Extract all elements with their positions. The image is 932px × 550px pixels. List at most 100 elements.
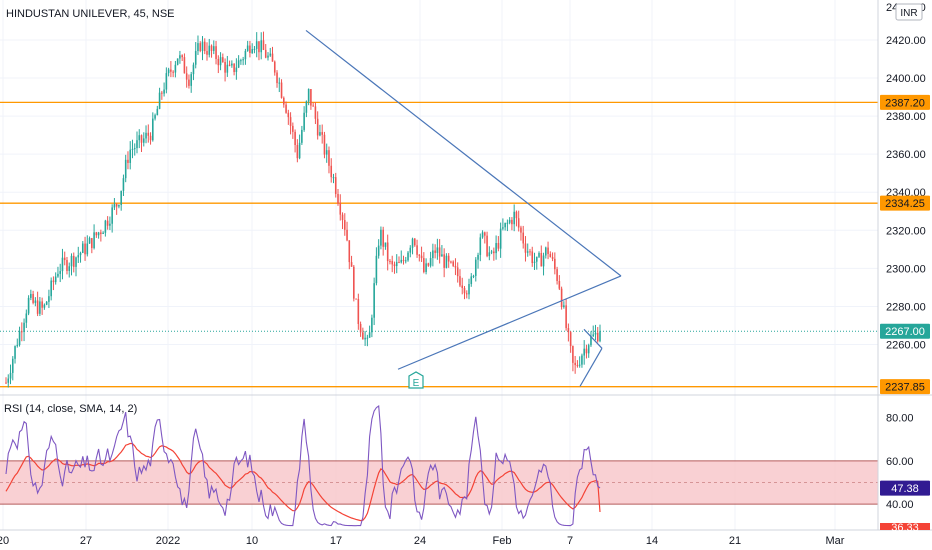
candle-body <box>77 255 80 258</box>
rsi-axis[interactable]: 80.00 60.00 40.00 <box>886 413 914 511</box>
candle-body <box>27 297 30 314</box>
candle-body <box>104 220 107 233</box>
candle-body <box>486 235 488 257</box>
candle-body <box>267 55 269 58</box>
time-axis[interactable]: 20 27 2022 10 17 24 Feb 7 14 21 Mar <box>0 535 845 547</box>
candle-body <box>235 67 238 73</box>
candle-body <box>106 220 109 226</box>
candle-body <box>393 264 396 267</box>
candle-body <box>72 255 75 267</box>
candle-body <box>323 134 326 155</box>
candle-body <box>590 336 592 346</box>
candle-body <box>226 64 229 73</box>
candle-body <box>45 301 48 305</box>
candle-body <box>366 337 369 339</box>
rsi-tick-label: 80.00 <box>886 413 914 425</box>
candle-body <box>181 55 183 58</box>
candle-body <box>18 331 21 345</box>
time-tick-label: 14 <box>646 535 658 547</box>
candle-body <box>124 159 127 179</box>
candle-body <box>212 46 215 51</box>
candle-body <box>176 58 179 65</box>
candle-body <box>242 59 244 61</box>
price-axis[interactable]: 2420.002400.002380.002360.002340.002320.… <box>886 2 926 352</box>
candle-body <box>450 261 452 263</box>
time-tick-label: 7 <box>567 535 573 547</box>
candle-body <box>578 364 581 366</box>
candle-body <box>253 48 256 50</box>
candle-body <box>484 232 486 236</box>
candle-body <box>343 220 346 230</box>
candle-body <box>244 50 247 60</box>
candle-body <box>454 265 457 268</box>
earnings-marker[interactable]: E <box>408 371 424 389</box>
candle-body <box>278 82 281 84</box>
level-price-badge[interactable]: 2387.20 <box>880 94 930 110</box>
trend-line-lower[interactable] <box>397 275 622 370</box>
candle-body <box>565 305 567 329</box>
candle-body <box>301 129 303 143</box>
candle-body <box>395 262 398 267</box>
candle-body <box>217 58 220 66</box>
rsi-value-badge[interactable]: 47.38 <box>880 480 930 496</box>
candle-body <box>434 250 436 253</box>
rsi-tick-label: 40.00 <box>886 499 914 511</box>
candle-body <box>404 260 407 262</box>
candle-body <box>11 358 14 373</box>
candle-body <box>152 118 154 141</box>
small-triangle-lower[interactable] <box>579 348 603 387</box>
time-tick-label: Feb <box>493 535 512 547</box>
candle-body <box>199 43 202 51</box>
candle-body <box>276 72 278 84</box>
rsi-ma-line <box>5 442 601 522</box>
candle-body <box>280 82 283 98</box>
candle-body <box>190 74 193 86</box>
candle-body <box>316 118 319 136</box>
candle-body <box>79 252 82 256</box>
candle-body <box>348 240 351 263</box>
candle-body <box>222 57 224 63</box>
candle-body <box>228 64 231 66</box>
candle-body <box>145 132 147 139</box>
candle-body <box>149 135 152 141</box>
candle-body <box>70 255 73 267</box>
candle-body <box>576 365 579 367</box>
currency-badge[interactable]: INR <box>895 3 923 21</box>
candle-body <box>357 299 360 325</box>
candle-body <box>353 266 355 299</box>
candle-body <box>289 117 292 126</box>
candlestick-series <box>5 31 601 388</box>
level-price-badge[interactable]: 2334.25 <box>880 195 930 211</box>
candle-body <box>271 53 274 62</box>
candle-body <box>165 73 168 90</box>
candle-body <box>23 322 25 332</box>
last-price-badge[interactable]: 2267.00 <box>880 323 930 339</box>
candle-body <box>493 251 495 254</box>
candle-body <box>488 252 491 257</box>
candle-body <box>540 253 543 267</box>
candle-body <box>574 362 576 366</box>
candle-body <box>102 232 104 235</box>
candle-body <box>188 79 190 86</box>
level-price-badge[interactable]: 2237.85 <box>880 379 930 395</box>
small-triangle-upper[interactable] <box>583 328 603 349</box>
candle-body <box>138 135 141 141</box>
candle-body <box>549 253 552 258</box>
earnings-flag-icon <box>408 371 424 389</box>
candle-body <box>283 97 285 105</box>
candle-body <box>25 313 28 323</box>
trend-line-upper[interactable] <box>305 29 622 277</box>
time-tick-label: 17 <box>330 535 342 547</box>
candle-body <box>258 41 260 53</box>
rsi-value-badge-text: 47.38 <box>891 483 919 495</box>
candle-body <box>337 193 339 204</box>
candle-body <box>572 346 574 363</box>
candle-body <box>594 332 597 335</box>
level-price-badge-text: 2387.20 <box>885 97 925 109</box>
candle-body <box>174 64 177 73</box>
level-price-badge-box <box>880 379 930 395</box>
candle-body <box>237 60 240 68</box>
candle-body <box>307 89 310 102</box>
